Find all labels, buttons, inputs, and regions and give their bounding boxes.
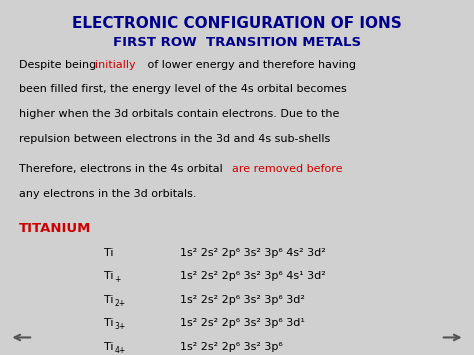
Text: 3+: 3+: [115, 322, 126, 332]
Text: any electrons in the 3d orbitals.: any electrons in the 3d orbitals.: [19, 189, 196, 199]
Text: initially: initially: [95, 60, 136, 70]
Text: higher when the 3d orbitals contain electrons. Due to the: higher when the 3d orbitals contain elec…: [19, 109, 339, 119]
Text: Despite being: Despite being: [19, 60, 100, 70]
Text: been filled first, the energy level of the 4s orbital becomes: been filled first, the energy level of t…: [19, 84, 346, 94]
Text: Therefore, electrons in the 4s orbital: Therefore, electrons in the 4s orbital: [19, 164, 226, 174]
Text: 1s² 2s² 2p⁶ 3s² 3p⁶ 4s² 3d²: 1s² 2s² 2p⁶ 3s² 3p⁶ 4s² 3d²: [180, 248, 326, 258]
Text: 1s² 2s² 2p⁶ 3s² 3p⁶: 1s² 2s² 2p⁶ 3s² 3p⁶: [180, 342, 283, 352]
Text: are removed before: are removed before: [231, 164, 342, 174]
Text: FIRST ROW  TRANSITION METALS: FIRST ROW TRANSITION METALS: [113, 36, 361, 49]
Text: Ti: Ti: [104, 342, 114, 352]
Text: Ti: Ti: [104, 271, 114, 281]
Text: Ti: Ti: [104, 318, 114, 328]
Text: 4+: 4+: [115, 346, 126, 355]
Text: 2+: 2+: [115, 299, 126, 308]
Text: of lower energy and therefore having: of lower energy and therefore having: [144, 60, 356, 70]
Text: TITANIUM: TITANIUM: [19, 222, 91, 235]
Text: +: +: [115, 275, 121, 284]
Text: Ti: Ti: [104, 248, 114, 258]
Text: repulsion between electrons in the 3d and 4s sub-shells: repulsion between electrons in the 3d an…: [19, 134, 330, 144]
Text: 1s² 2s² 2p⁶ 3s² 3p⁶ 3d²: 1s² 2s² 2p⁶ 3s² 3p⁶ 3d²: [180, 295, 305, 305]
Text: Ti: Ti: [104, 295, 114, 305]
Text: 1s² 2s² 2p⁶ 3s² 3p⁶ 3d¹: 1s² 2s² 2p⁶ 3s² 3p⁶ 3d¹: [180, 318, 305, 328]
Text: ELECTRONIC CONFIGURATION OF IONS: ELECTRONIC CONFIGURATION OF IONS: [72, 16, 402, 31]
Text: 1s² 2s² 2p⁶ 3s² 3p⁶ 4s¹ 3d²: 1s² 2s² 2p⁶ 3s² 3p⁶ 4s¹ 3d²: [180, 271, 326, 281]
